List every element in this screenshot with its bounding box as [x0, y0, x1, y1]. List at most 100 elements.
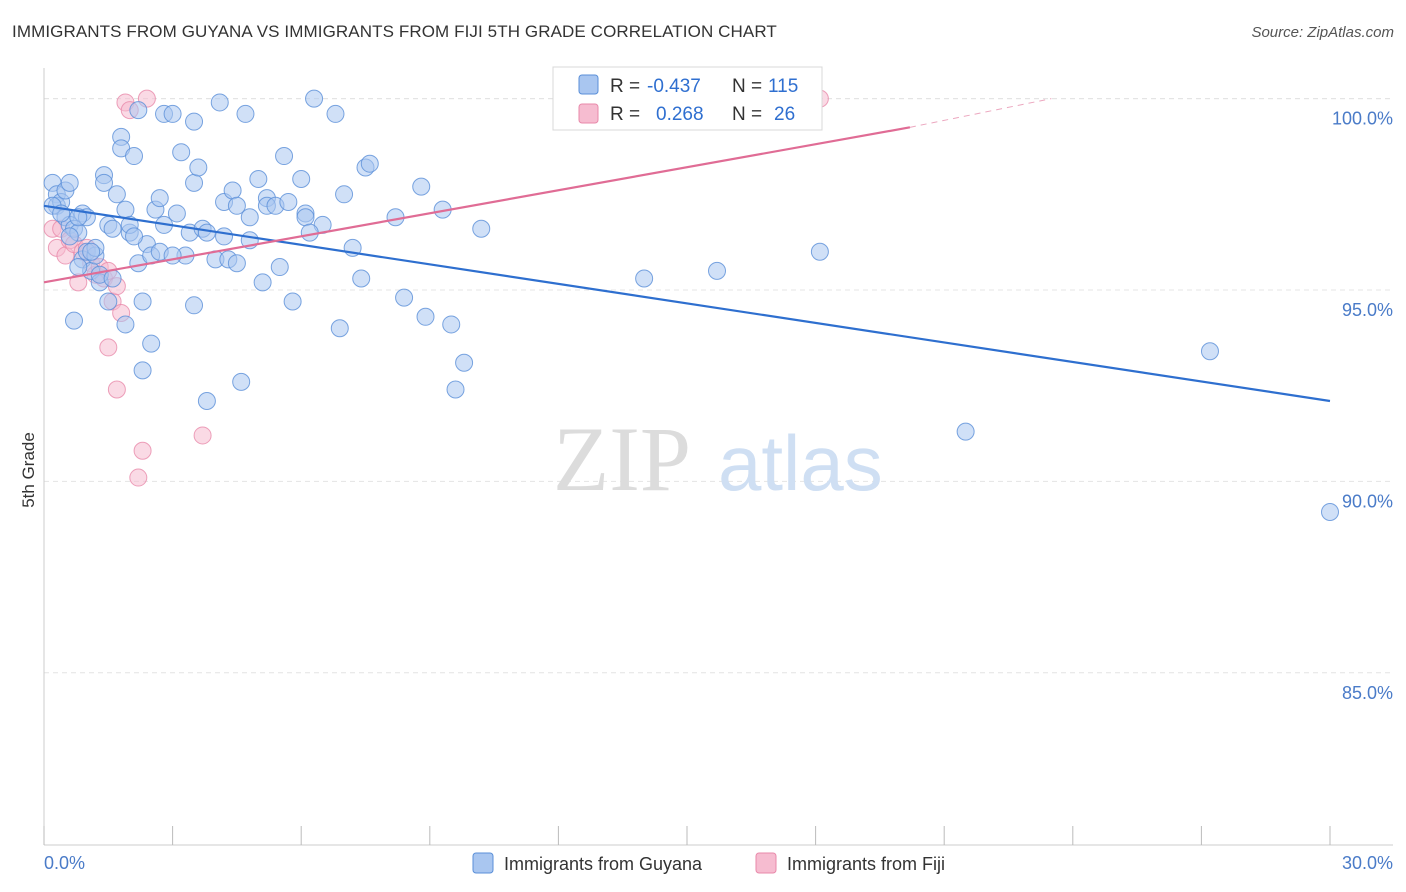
- trend-line-fiji: [43, 126, 911, 284]
- guyana-point-100: [103, 269, 122, 288]
- legend-n-label-guyana: N =: [732, 76, 762, 97]
- guyana-point-109: [635, 269, 654, 288]
- guyana-point-112: [956, 422, 975, 441]
- bottom-legend-swatch-guyana: [472, 852, 494, 874]
- guyana-point-24: [107, 185, 126, 204]
- guyana-point-111: [810, 242, 829, 261]
- guyana-point-63: [240, 208, 259, 227]
- trend-line-guyana: [43, 204, 1331, 403]
- guyana-point-58: [223, 181, 242, 200]
- watermark: ZIP atlas: [553, 408, 883, 510]
- chart-source: Source: ZipAtlas.com: [1251, 24, 1394, 41]
- guyana-point-85: [412, 177, 431, 196]
- legend-r-value-fiji: 0.268: [656, 104, 704, 125]
- guyana-point-90: [455, 353, 474, 372]
- guyana-point-114: [1321, 503, 1339, 521]
- guyana-point-96: [60, 227, 79, 246]
- bottom-legend-label-guyana: Immigrants from Guyana: [504, 854, 703, 874]
- guyana-point-51: [197, 223, 216, 242]
- guyana-point-61: [232, 372, 251, 391]
- legend-swatch-guyana: [578, 74, 599, 95]
- guyana-point-80: [352, 269, 371, 288]
- guyana-point-65: [253, 273, 272, 292]
- guyana-point-69: [275, 147, 294, 166]
- guyana-point-74: [296, 208, 315, 227]
- guyana-point-72: [292, 170, 311, 188]
- fiji-point-14: [99, 338, 118, 357]
- guyana-point-62: [236, 104, 255, 123]
- x-tick-label-min: 0.0%: [44, 853, 85, 873]
- guyana-point-6: [60, 173, 79, 192]
- guyana-point-49: [189, 158, 208, 177]
- guyana-point-71: [283, 292, 302, 311]
- legend-r-label-guyana: R =: [610, 76, 640, 97]
- guyana-point-21: [95, 173, 114, 192]
- guyana-point-59: [227, 196, 246, 215]
- watermark-atlas: atlas: [718, 419, 883, 507]
- fiji-point-17: [107, 380, 126, 399]
- legend-swatch-fiji: [578, 103, 599, 124]
- guyana-point-84: [395, 288, 414, 307]
- series-fiji-points: [43, 89, 829, 487]
- guyana-point-77: [326, 104, 345, 123]
- legend-n-value-fiji: 26: [774, 104, 795, 125]
- guyana-point-89: [446, 380, 465, 399]
- guyana-point-54: [210, 93, 229, 112]
- guyana-point-23: [103, 219, 122, 238]
- guyana-point-60: [227, 254, 246, 273]
- guyana-point-97: [69, 208, 88, 227]
- guyana-point-75: [305, 89, 324, 108]
- legend-r-value-guyana: -0.437: [647, 76, 701, 97]
- guyana-point-70: [279, 192, 298, 211]
- guyana-point-16: [69, 258, 88, 277]
- guyana-point-64: [249, 170, 268, 188]
- guyana-point-48: [185, 112, 204, 131]
- guyana-point-113: [1200, 342, 1219, 361]
- fiji-point-22: [133, 441, 152, 460]
- guyana-point-15: [65, 311, 84, 330]
- guyana-point-44: [172, 143, 191, 162]
- stats-legend: R = -0.437 N = 115 R = 0.268 N = 26: [552, 66, 823, 131]
- guyana-point-78: [330, 319, 349, 338]
- legend-n-value-guyana: 115: [768, 76, 798, 97]
- legend-r-label-fiji: R =: [610, 104, 640, 125]
- guyana-point-104: [185, 296, 204, 315]
- y-axis-label: 5th Grade: [19, 432, 38, 508]
- y-tick-label-90: 90.0%: [1342, 491, 1393, 511]
- guyana-point-43: [167, 204, 186, 223]
- chart-title: IMMIGRANTS FROM GUYANA VS IMMIGRANTS FRO…: [12, 22, 777, 41]
- guyana-point-39: [150, 189, 169, 208]
- guyana-point-86: [416, 307, 435, 326]
- guyana-point-36: [133, 361, 152, 380]
- y-tick-label-85: 85.0%: [1342, 683, 1393, 703]
- guyana-point-110: [708, 261, 727, 280]
- bottom-legend-swatch-fiji: [755, 852, 777, 874]
- guyana-point-82: [360, 154, 379, 173]
- fiji-point-24: [193, 426, 212, 445]
- series-guyana-points: [43, 89, 1339, 521]
- bottom-legend-label-fiji: Immigrants from Fiji: [787, 854, 945, 874]
- watermark-zip: ZIP: [553, 408, 691, 510]
- series-legend: Immigrants from Guyana Immigrants from F…: [472, 852, 945, 874]
- guyana-point-31: [129, 101, 148, 120]
- guyana-point-106: [270, 258, 289, 277]
- guyana-point-93: [125, 227, 144, 246]
- fiji-point-21: [129, 468, 148, 487]
- y-tick-label-100: 100.0%: [1332, 109, 1393, 129]
- guyana-point-37: [142, 334, 161, 353]
- guyana-point-101: [116, 315, 135, 334]
- guyana-point-56: [215, 227, 234, 246]
- y-tick-label-95: 95.0%: [1342, 300, 1393, 320]
- guyana-point-52: [197, 392, 216, 410]
- guyana-point-92: [99, 292, 118, 311]
- y-tick-labels: 85.0% 90.0% 95.0% 100.0%: [1332, 109, 1393, 703]
- guyana-point-88: [442, 315, 461, 334]
- axes: [43, 68, 1393, 846]
- guyana-point-98: [82, 242, 101, 261]
- guyana-point-27: [116, 200, 135, 219]
- x-tick-label-max: 30.0%: [1342, 853, 1393, 873]
- guyana-point-30: [125, 147, 144, 166]
- trend-lines: [43, 98, 1331, 403]
- legend-n-label-fiji: N =: [732, 104, 762, 125]
